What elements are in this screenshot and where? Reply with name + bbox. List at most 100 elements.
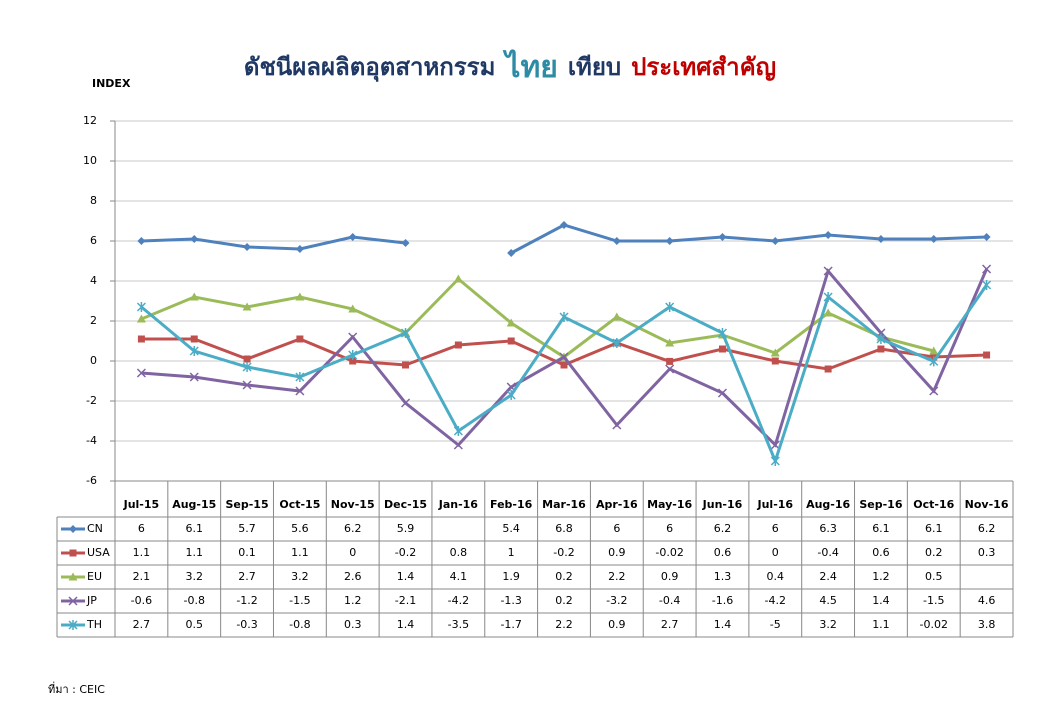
table-value: -0.2 — [395, 546, 416, 559]
table-value: 6 — [666, 522, 673, 535]
x-tick-label: Nov-15 — [331, 498, 375, 511]
table-value: 6.2 — [978, 522, 996, 535]
marker — [717, 328, 728, 338]
marker — [665, 237, 674, 245]
table-value: -0.6 — [131, 594, 152, 607]
table-value: 4.1 — [450, 570, 468, 583]
table-value: 4.6 — [978, 594, 996, 607]
marker — [136, 368, 146, 378]
series-line — [140, 276, 935, 359]
marker — [559, 352, 569, 362]
table-value: -5 — [770, 618, 781, 631]
table-value: 5.9 — [397, 522, 415, 535]
legend-label: USA — [87, 546, 110, 559]
marker — [68, 620, 78, 630]
table-value: -1.3 — [500, 594, 521, 607]
table-value: 4.5 — [819, 594, 837, 607]
x-tick-label: Dec-15 — [384, 498, 427, 511]
marker — [665, 364, 675, 374]
marker — [453, 274, 463, 283]
table-value: -0.2 — [553, 546, 574, 559]
marker — [612, 338, 622, 348]
marker — [771, 357, 779, 365]
marker — [718, 233, 727, 241]
x-tick-label: Nov-16 — [965, 498, 1009, 511]
marker — [68, 596, 78, 606]
table-value: 1.1 — [291, 546, 309, 559]
x-tick-label: Aug-15 — [172, 498, 216, 511]
legend-label: JP — [86, 594, 97, 607]
marker — [348, 233, 357, 241]
marker — [718, 345, 726, 353]
table-value: -0.02 — [920, 618, 948, 631]
marker — [295, 372, 305, 382]
table-value: 2.7 — [238, 570, 256, 583]
y-tick-label: 4 — [90, 274, 97, 287]
table-value: 2.7 — [661, 618, 679, 631]
table-value: 2.6 — [344, 570, 362, 583]
source: ที่มา : CEIC — [48, 681, 105, 696]
marker — [612, 237, 621, 245]
marker — [560, 361, 568, 369]
table-value: -0.02 — [655, 546, 683, 559]
x-tick-label: Sep-15 — [225, 498, 268, 511]
table-value: 1.4 — [397, 570, 415, 583]
y-tick-label: 10 — [83, 154, 97, 167]
legend-label: EU — [87, 570, 102, 583]
marker — [929, 346, 939, 355]
table-value: 5.7 — [238, 522, 256, 535]
title-part: ประเทศสำคัญ — [631, 53, 776, 81]
table-value: 2.7 — [133, 618, 151, 631]
marker — [612, 420, 622, 430]
marker — [137, 237, 146, 245]
table-value: 0.1 — [238, 546, 256, 559]
marker — [559, 312, 569, 322]
x-tick-label: Aug-16 — [806, 498, 850, 511]
x-tick-label: May-16 — [647, 498, 692, 511]
marker — [295, 245, 304, 253]
marker — [400, 398, 411, 408]
table-value: 1.1 — [133, 546, 151, 559]
y-axis-label: INDEX — [92, 77, 131, 90]
table-value: 0.5 — [185, 618, 203, 631]
title-part: ดัชนีผลผลิตอุตสาหกรรม — [244, 53, 495, 83]
table-value: 0.8 — [450, 546, 468, 559]
x-tick-label: Feb-16 — [490, 498, 533, 511]
marker — [190, 235, 199, 243]
marker — [348, 332, 358, 342]
legend-label: CN — [87, 522, 103, 535]
table-value: 6.1 — [925, 522, 943, 535]
marker — [189, 372, 199, 382]
marker — [400, 328, 411, 338]
marker — [453, 426, 463, 436]
marker — [665, 302, 675, 312]
series-line — [140, 284, 988, 466]
marker — [137, 335, 145, 343]
marker — [136, 314, 146, 323]
table-value: 6.2 — [344, 522, 362, 535]
y-tick-label: 12 — [83, 114, 97, 127]
table-value: 1.2 — [344, 594, 362, 607]
table-value: 0.9 — [608, 546, 626, 559]
x-tick-label: Mar-16 — [542, 498, 586, 511]
marker — [402, 361, 410, 369]
table-value: 0.6 — [714, 546, 732, 559]
marker — [770, 440, 780, 450]
x-tick-label: Jul-15 — [123, 498, 160, 511]
marker — [929, 386, 939, 396]
table-value: 6.2 — [714, 522, 732, 535]
x-tick-label: Apr-16 — [596, 498, 638, 511]
table-value: 2.4 — [819, 570, 837, 583]
marker — [982, 264, 992, 274]
table-value: 1.1 — [872, 618, 890, 631]
marker — [295, 292, 305, 301]
marker — [454, 341, 462, 349]
table-value: 3.2 — [819, 618, 837, 631]
table-value: -0.4 — [817, 546, 838, 559]
table-value: -1.5 — [923, 594, 944, 607]
table-value: 0.2 — [555, 594, 573, 607]
table-value: -1.6 — [712, 594, 733, 607]
table-value: 5.4 — [502, 522, 520, 535]
